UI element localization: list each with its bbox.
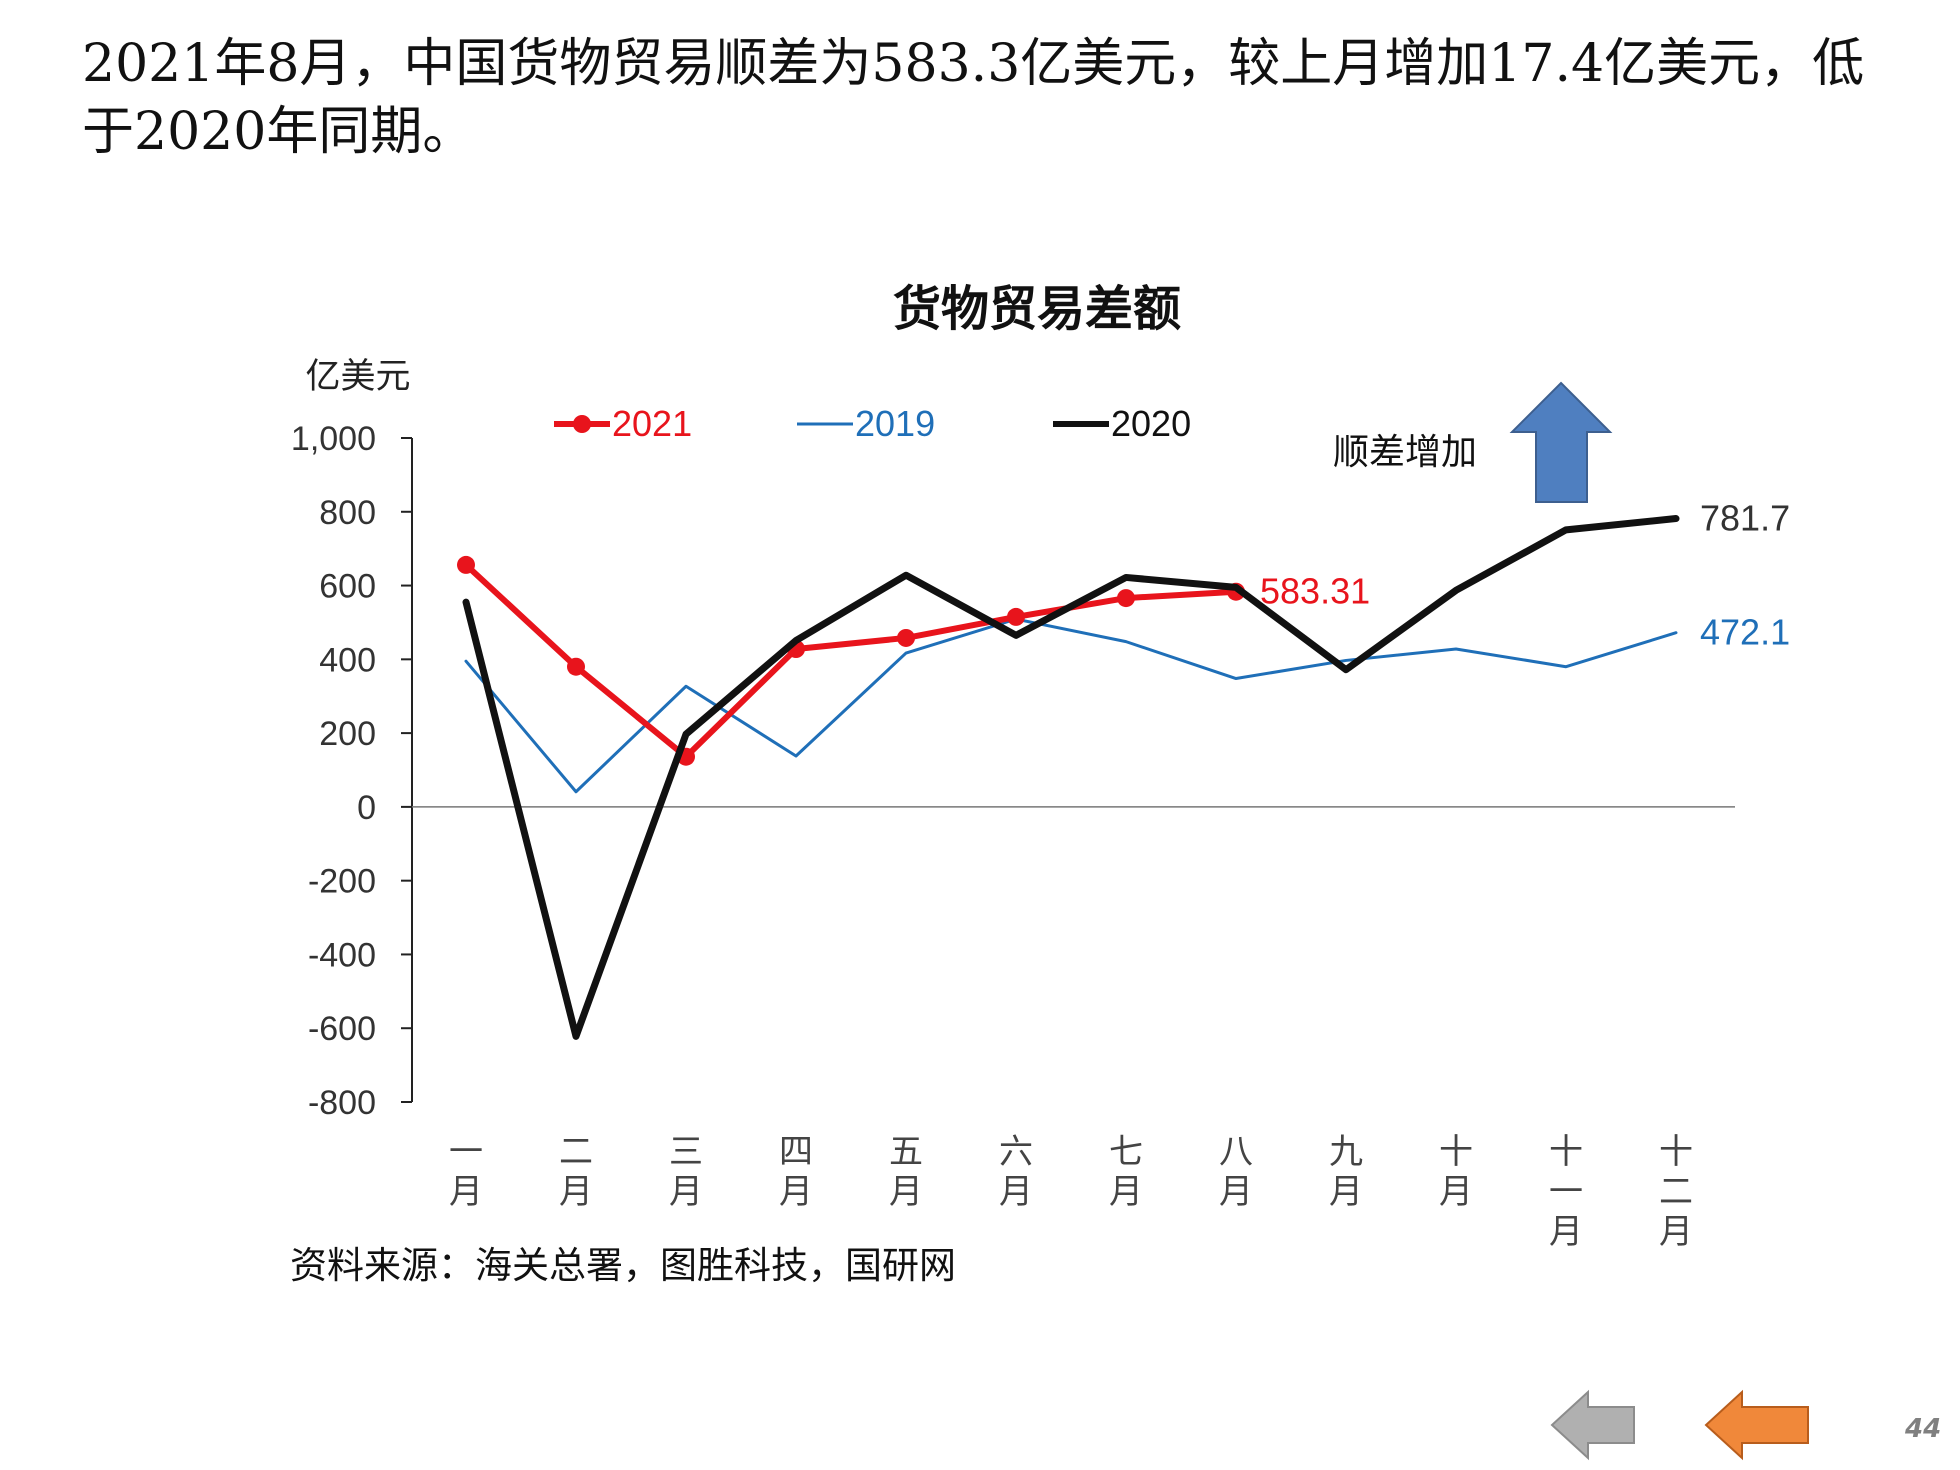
- arrow-left-icon: [1704, 1389, 1809, 1461]
- y-tick-label: -800: [308, 1084, 376, 1122]
- x-tick-label: 一: [1549, 1172, 1583, 1212]
- x-tick-label: 十: [1549, 1132, 1583, 1172]
- legend-item-2019: 2019: [797, 403, 935, 444]
- data-point-2021: [457, 555, 475, 574]
- data-label-2019: 472.1: [1700, 612, 1790, 653]
- x-tick-label: 十: [1659, 1132, 1693, 1172]
- legend-label: 2020: [1111, 403, 1191, 444]
- data-label-2021: 583.31: [1260, 571, 1370, 612]
- next-slide-button[interactable]: [1702, 1388, 1812, 1462]
- y-tick-labels: 1,000 800 600 400 200 0 -200 -400 -600 -800: [291, 420, 376, 1122]
- y-tick-label: -600: [308, 1010, 376, 1048]
- x-tick-label: 六: [999, 1132, 1033, 1172]
- x-tick-label: 二: [559, 1132, 593, 1172]
- series-layer: 472.1 583.31 781.7: [457, 498, 1790, 1040]
- y-axis-unit: 亿美元: [305, 357, 410, 397]
- headline: 2021年8月，中国货物贸易顺差为583.3亿美元，较上月增加17.4亿美元，低…: [82, 30, 1942, 166]
- y-tick-label: 200: [319, 715, 376, 753]
- data-point-2021: [1117, 589, 1135, 608]
- data-label-2020: 781.7: [1700, 498, 1790, 539]
- legend-item-2020: 2020: [1053, 403, 1191, 444]
- chart-title: 货物贸易差额: [893, 281, 1181, 337]
- x-tick-label: 四: [779, 1132, 813, 1172]
- y-tick-label: -200: [308, 863, 376, 901]
- x-tick-label: 月: [559, 1172, 593, 1212]
- x-tick-label: 月: [1329, 1172, 1363, 1212]
- x-tick-label: 二: [1659, 1172, 1693, 1212]
- legend-item-2021: 2021: [554, 403, 692, 444]
- series-line-2021: [463, 561, 1239, 760]
- page-number: 44: [1905, 1414, 1942, 1444]
- source-note: 资料来源：海关总署，图胜科技，国研网: [290, 1244, 956, 1287]
- x-tick-label: 月: [1109, 1172, 1143, 1212]
- prev-slide-button[interactable]: [1548, 1388, 1638, 1462]
- x-tick-label: 月: [889, 1172, 923, 1212]
- x-tick-label: 七: [1109, 1132, 1143, 1172]
- legend-label: 2019: [855, 403, 935, 444]
- data-point-2021: [567, 657, 585, 676]
- y-tick-label: 1,000: [291, 420, 376, 458]
- x-tick-label: 十: [1439, 1132, 1473, 1172]
- x-tick-label: 月: [449, 1172, 483, 1212]
- legend-label: 2021: [612, 403, 692, 444]
- legend-marker: [573, 415, 591, 433]
- annotation-text: 顺差增加: [1333, 432, 1477, 473]
- x-tick-label: 五: [889, 1132, 923, 1172]
- x-tick-label: 月: [669, 1172, 703, 1212]
- headline-line-2: 于2020年同期。: [82, 102, 475, 162]
- y-tick-label: -400: [308, 936, 376, 974]
- series-line-2020: [462, 515, 1680, 1040]
- x-tick-label: 八: [1219, 1132, 1253, 1172]
- x-tick-label: 月: [1219, 1172, 1253, 1212]
- arrow-up-icon: [1509, 381, 1613, 503]
- data-point-2021: [897, 628, 915, 647]
- x-tick-label: 月: [1439, 1172, 1473, 1212]
- y-tick-label: 800: [319, 494, 376, 532]
- x-tick-label: 一: [449, 1132, 483, 1172]
- axes-layer: [401, 437, 1735, 1103]
- x-tick-label: 月: [1549, 1212, 1583, 1252]
- y-tick-label: 400: [319, 641, 376, 679]
- arrow-left-icon: [1550, 1389, 1635, 1461]
- y-tick-label: 600: [319, 568, 376, 606]
- annotation: 顺差增加: [1333, 381, 1613, 503]
- x-tick-label: 三: [669, 1132, 703, 1172]
- x-tick-label: 九: [1329, 1132, 1363, 1172]
- legend[interactable]: 2021 2019 2020: [554, 403, 1191, 444]
- x-tick-label: 月: [1659, 1212, 1693, 1252]
- data-point-2021: [1007, 607, 1025, 626]
- headline-line-1: 2021年8月，中国货物贸易顺差为583.3亿美元，较上月增加17.4亿美元，低: [82, 34, 1865, 94]
- y-tick-label: 0: [357, 789, 376, 827]
- series-line-2019: [464, 617, 1678, 794]
- x-tick-label: 月: [779, 1172, 813, 1212]
- x-tick-label: 月: [999, 1172, 1033, 1212]
